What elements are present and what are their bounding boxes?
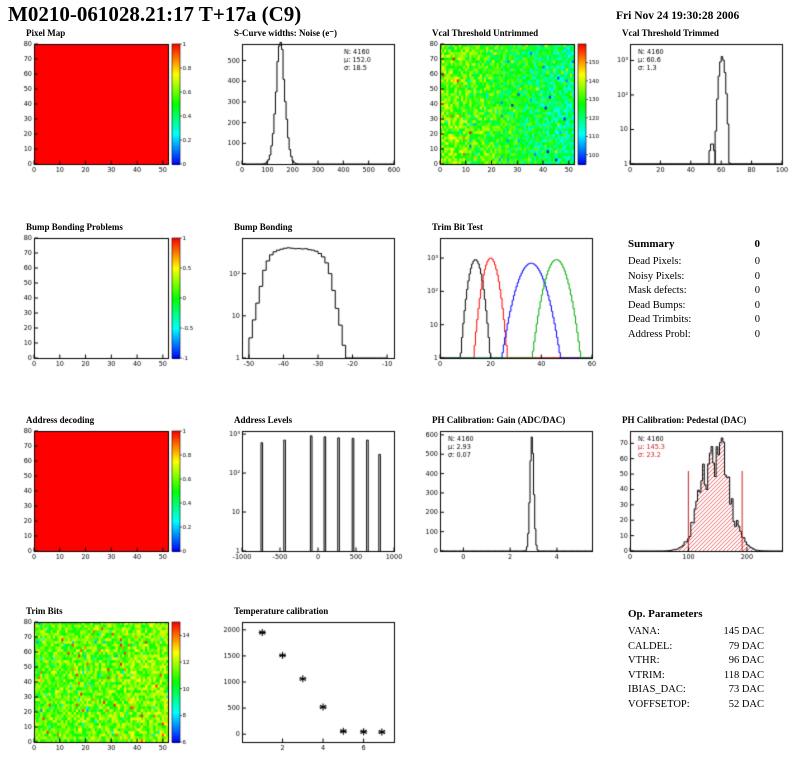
bump-problems-canvas (8, 233, 198, 371)
temperature-canvas (216, 617, 406, 755)
summary-heading: Summary (628, 238, 675, 250)
summary-value: 0 (754, 270, 760, 282)
summary-label: Dead Trimbits: (628, 314, 692, 325)
summary-row-address-probl: Address Probl: 0 (628, 328, 760, 343)
plot-address-levels: Address Levels (216, 415, 412, 564)
ph-gain-canvas (414, 426, 604, 564)
summary-row-mask-defects: Mask defects: 0 (628, 284, 760, 299)
plot-scurve-noise: S-Curve widths: Noise (e⁻) (216, 28, 412, 177)
address-levels-canvas (216, 426, 406, 564)
plot-title-vcal-trimmed: Vcal Threshold Trimmed (622, 28, 719, 38)
plot-vcal-trimmed: Vcal Threshold Trimmed (604, 28, 796, 177)
summary-value: 0 (754, 314, 760, 325)
op-value: 118 DAC (723, 669, 764, 681)
plot-trim-bits: Trim Bits (8, 606, 204, 755)
op-label: VTHR: (628, 655, 660, 666)
summary-label: Dead Bumps: (628, 299, 686, 311)
op-value: 145 DAC (723, 626, 764, 637)
plot-title-vcal-untrimmed: Vcal Threshold Untrimmed (432, 28, 539, 38)
summary-label: Mask defects: (628, 285, 687, 296)
op-label: VTRIM: (628, 669, 665, 681)
summary-row-dead-pixels: Dead Pixels: 0 (628, 255, 760, 270)
plot-bump-bonding: Bump Bonding (216, 222, 412, 371)
pixel-map-canvas (8, 39, 198, 177)
summary-row-dead-bumps: Dead Bumps: 0 (628, 299, 760, 314)
vcal-trimmed-canvas (604, 39, 794, 177)
plot-title-temperature: Temperature calibration (234, 606, 329, 616)
summary-label: Address Probl: (628, 328, 691, 340)
vcal-untrimmed-canvas (414, 39, 604, 177)
plot-title-pixel-map: Pixel Map (26, 28, 66, 38)
op-value: 52 DAC (728, 698, 764, 710)
op-row-ibias-dac: IBIAS_DAC: 73 DAC (628, 683, 764, 698)
op-row-vtrim: VTRIM: 118 DAC (628, 669, 764, 684)
op-label: IBIAS_DAC: (628, 684, 686, 695)
page-title: M0210-061028.21:17 T+17a (C9) (8, 2, 302, 26)
plot-title-bump-problems: Bump Bonding Problems (26, 222, 123, 232)
summary-total: 0 (754, 238, 761, 250)
plot-ph-gain: PH Calibration: Gain (ADC/DAC) (414, 415, 610, 564)
plot-title-scurve-noise: S-Curve widths: Noise (e⁻) (234, 28, 337, 38)
op-label: VOFFSETOP: (628, 698, 690, 710)
plot-title-trim-bit-test: Trim Bit Test (432, 222, 483, 232)
bump-bonding-canvas (216, 233, 406, 371)
summary-value: 0 (754, 256, 760, 267)
summary-value: 0 (754, 285, 760, 296)
plot-title-bump-bonding: Bump Bonding (234, 222, 293, 232)
op-value: 79 DAC (728, 640, 764, 652)
plot-title-ph-pedestal: PH Calibration: Pedestal (DAC) (622, 415, 747, 425)
plot-bump-problems: Bump Bonding Problems (8, 222, 204, 371)
op-row-vana: VANA: 145 DAC (628, 625, 764, 640)
op-value: 73 DAC (728, 684, 764, 695)
timestamp: Fri Nov 24 19:30:28 2006 (616, 10, 740, 22)
plot-vcal-untrimmed: Vcal Threshold Untrimmed (414, 28, 610, 177)
op-row-caldel: CALDEL: 79 DAC (628, 640, 764, 655)
trim-bits-canvas (8, 617, 198, 755)
op-label: CALDEL: (628, 640, 673, 652)
trim-bit-test-canvas (414, 233, 604, 371)
summary-row-noisy-pixels: Noisy Pixels: 0 (628, 270, 760, 285)
plot-title-address-levels: Address Levels (234, 415, 293, 425)
ph-pedestal-canvas (604, 426, 794, 564)
plot-pixel-map: Pixel Map (8, 28, 204, 177)
plot-title-trim-bits: Trim Bits (26, 606, 63, 616)
plot-title-address-decoding: Address decoding (26, 415, 95, 425)
summary-label: Noisy Pixels: (628, 270, 685, 282)
summary-value: 0 (754, 328, 760, 340)
plot-trim-bit-test: Trim Bit Test (414, 222, 610, 371)
op-parameters-panel: Op. Parameters VANA: 145 DAC CALDEL: 79 DA… (628, 608, 764, 712)
op-parameters-heading: Op. Parameters (628, 608, 703, 620)
plot-title-ph-gain: PH Calibration: Gain (ADC/DAC) (432, 415, 566, 425)
summary-panel: Summary 0 Dead Pixels: 0 Noisy Pixels: 0 M… (628, 238, 760, 342)
op-row-voffsetop: VOFFSETOP: 52 DAC (628, 698, 764, 713)
summary-row-dead-trimbits: Dead Trimbits: 0 (628, 313, 760, 328)
op-row-vthr: VTHR: 96 DAC (628, 654, 764, 669)
op-label: VANA: (628, 626, 660, 637)
summary-label: Dead Pixels: (628, 256, 682, 267)
plot-ph-pedestal: PH Calibration: Pedestal (DAC) (604, 415, 796, 564)
address-decoding-canvas (8, 426, 198, 564)
scurve-noise-canvas (216, 39, 406, 177)
plot-temperature: Temperature calibration (216, 606, 412, 755)
op-value: 96 DAC (728, 655, 764, 666)
summary-value: 0 (754, 299, 760, 311)
plot-address-decoding: Address decoding (8, 415, 204, 564)
